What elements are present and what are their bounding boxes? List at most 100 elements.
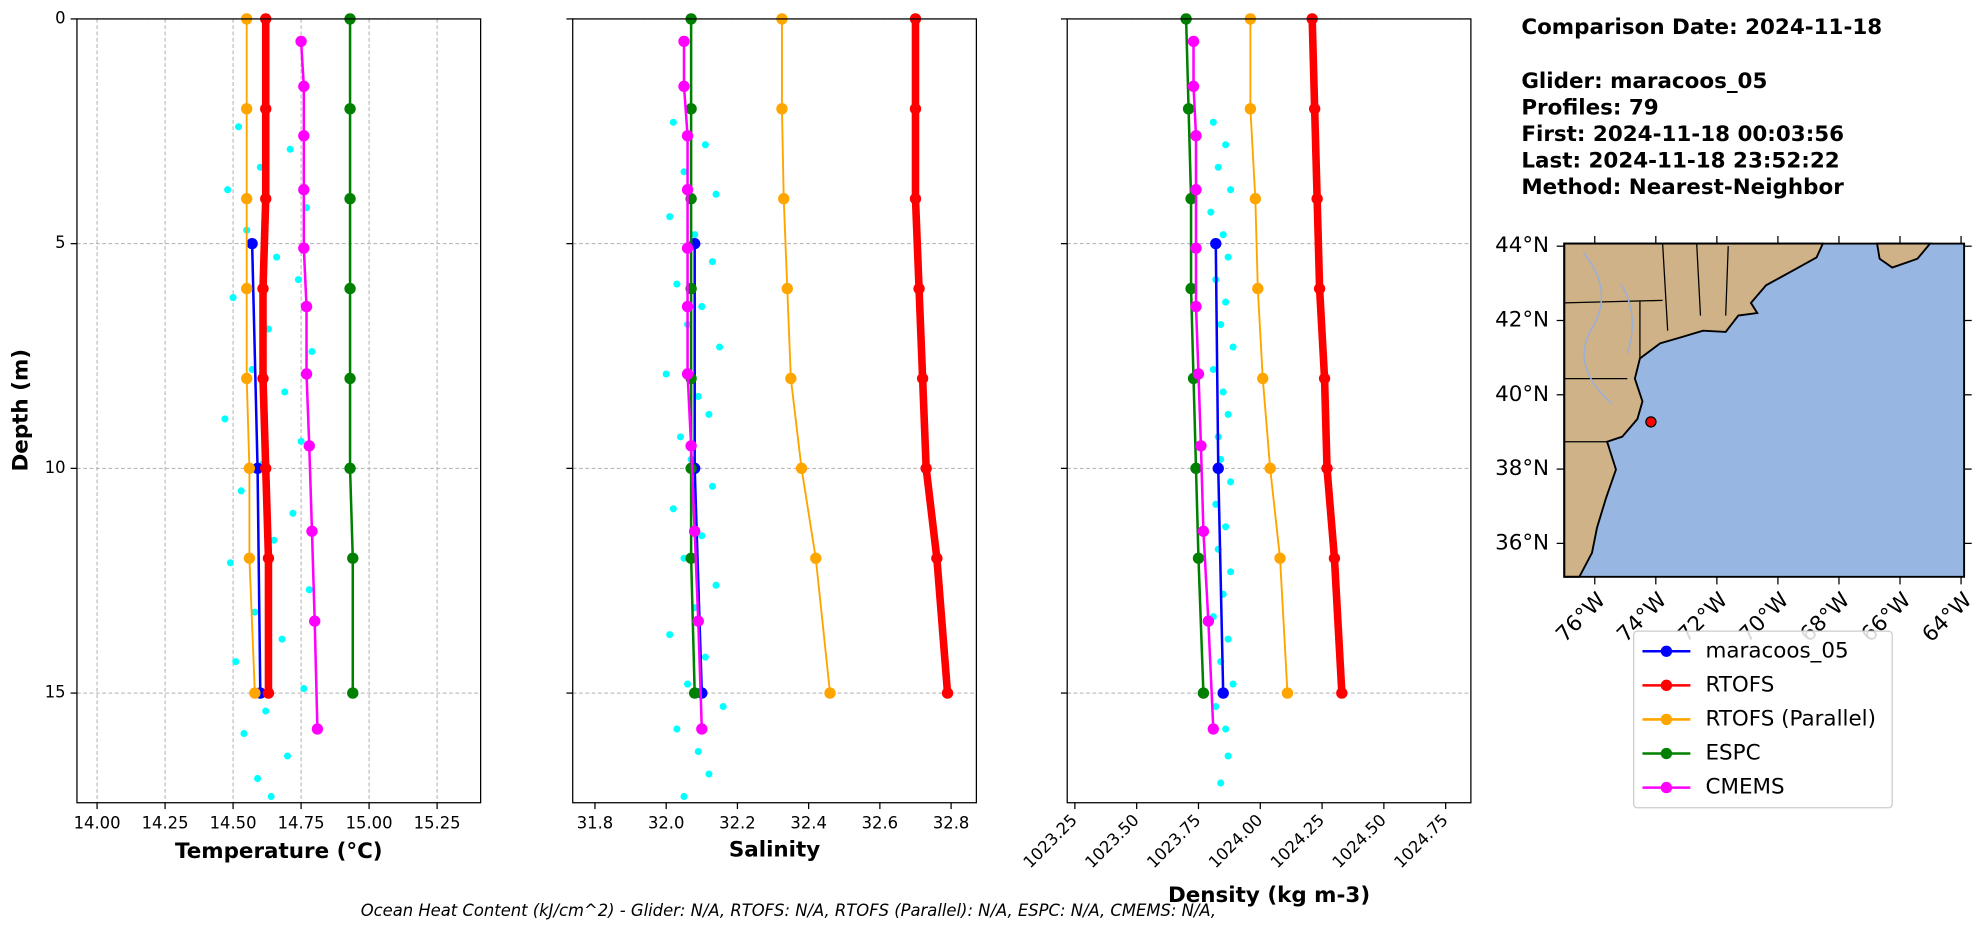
profile-marker — [243, 552, 256, 564]
profile-marker — [344, 462, 356, 475]
profile-marker — [776, 103, 788, 115]
profile-marker — [778, 193, 790, 205]
x-tick-label: 32.0 — [648, 814, 684, 833]
profile-marker — [785, 372, 797, 385]
glider-point — [1227, 568, 1235, 576]
profile-marker — [241, 282, 253, 295]
glider-point — [305, 586, 313, 594]
x-tick-label: 1024.25 — [1267, 810, 1328, 871]
profile-marker — [1190, 130, 1202, 142]
x-tick-label: 32.4 — [790, 814, 826, 833]
glider-point — [1222, 523, 1230, 531]
glider-point — [294, 276, 302, 284]
glider-point — [251, 608, 259, 616]
info-line: Glider: maracoos_05 — [1521, 69, 1767, 94]
profile-marker — [344, 193, 356, 205]
info-line: Last: 2024-11-18 23:52:22 — [1521, 149, 1839, 174]
profile-marker — [298, 80, 310, 93]
glider-point — [1222, 298, 1230, 306]
glider-point — [1227, 186, 1235, 194]
glider-point — [719, 703, 727, 711]
profile-marker — [1192, 552, 1205, 564]
glider-point — [698, 532, 706, 540]
profile-marker — [916, 372, 929, 385]
glider-point — [1212, 500, 1220, 508]
glider-point — [694, 392, 702, 400]
profile-marker — [1264, 462, 1276, 475]
profile-marker — [251, 462, 264, 475]
glider-point — [267, 792, 275, 800]
profile-marker — [1190, 184, 1202, 196]
info-line: Profiles: 79 — [1521, 96, 1658, 121]
profile-marker — [795, 462, 808, 475]
info-line: Method: Nearest-Neighbor — [1521, 175, 1844, 200]
legend-box — [1632, 630, 1893, 809]
x-tick-label: 32.6 — [862, 814, 898, 833]
profile-marker — [913, 282, 925, 295]
glider-point — [705, 410, 713, 418]
axes-frame — [1066, 18, 1472, 804]
x-tick-label: 15.00 — [346, 814, 393, 833]
x-tick-label: 1024.00 — [1205, 810, 1266, 871]
glider-point — [308, 347, 316, 356]
legend-label: maracoos_05 — [1706, 638, 1849, 663]
x-tick-label: 1023.75 — [1143, 810, 1204, 871]
glider-point — [662, 370, 670, 378]
profile-marker — [1182, 103, 1195, 115]
profile-marker — [1252, 282, 1264, 295]
profile-marker — [909, 193, 922, 205]
profile-marker — [1308, 103, 1321, 115]
glider-point — [297, 437, 305, 445]
glider-point — [701, 141, 709, 149]
x-tick-label: 32.8 — [933, 814, 969, 833]
profile-marker — [309, 615, 321, 627]
profile-line — [1249, 18, 1289, 694]
profile-marker — [1190, 462, 1202, 475]
profile-marker — [347, 552, 359, 564]
profile-marker — [920, 462, 932, 475]
x-axis-label: Salinity — [729, 838, 820, 863]
glider-point — [237, 487, 245, 495]
glider-point — [676, 433, 684, 441]
profile-marker — [685, 103, 697, 115]
glider-point — [240, 729, 248, 738]
profile-line — [1308, 18, 1346, 694]
profile-marker — [678, 80, 690, 93]
y-tick-label: 42°N — [1495, 307, 1549, 332]
profile-marker — [681, 184, 694, 196]
x-tick-label: 14.50 — [210, 814, 257, 833]
profile-marker — [257, 372, 269, 385]
footer-note: Ocean Heat Content (kJ/cm^2) - Glider: N… — [361, 901, 1216, 920]
profile-marker — [1197, 525, 1210, 537]
x-tick-label: 31.8 — [577, 814, 613, 833]
profile-marker — [810, 552, 822, 564]
profile-marker — [681, 130, 694, 142]
legend-swatch — [1660, 645, 1673, 657]
x-axis-label: Temperature (°C) — [175, 839, 383, 864]
x-tick-label: 1024.75 — [1390, 810, 1451, 871]
profile-marker — [781, 282, 793, 295]
profile-marker — [347, 687, 359, 699]
glider-point — [666, 631, 674, 639]
glider-point — [1217, 779, 1225, 787]
y-tick-label: 44°N — [1495, 233, 1549, 258]
profile-marker — [941, 687, 954, 699]
glider-point — [1214, 163, 1222, 171]
glider-point — [1224, 752, 1232, 760]
glider-point — [1224, 410, 1232, 418]
profile-marker — [300, 300, 313, 313]
x-tick-label: 1023.25 — [1020, 810, 1081, 871]
glider-point — [281, 388, 289, 396]
profile-marker — [1207, 723, 1219, 735]
glider-point — [270, 536, 278, 544]
x-tick-label: 14.00 — [74, 814, 121, 833]
glider-point — [1219, 388, 1227, 396]
x-tick-label: 14.75 — [278, 814, 325, 833]
glider-point — [1227, 478, 1235, 486]
glider-point — [289, 509, 297, 517]
legend-label: CMEMS — [1706, 775, 1785, 800]
glider-point — [684, 680, 692, 688]
glider-point — [221, 415, 229, 423]
glider-point — [1229, 343, 1237, 351]
profile-marker — [692, 615, 704, 627]
